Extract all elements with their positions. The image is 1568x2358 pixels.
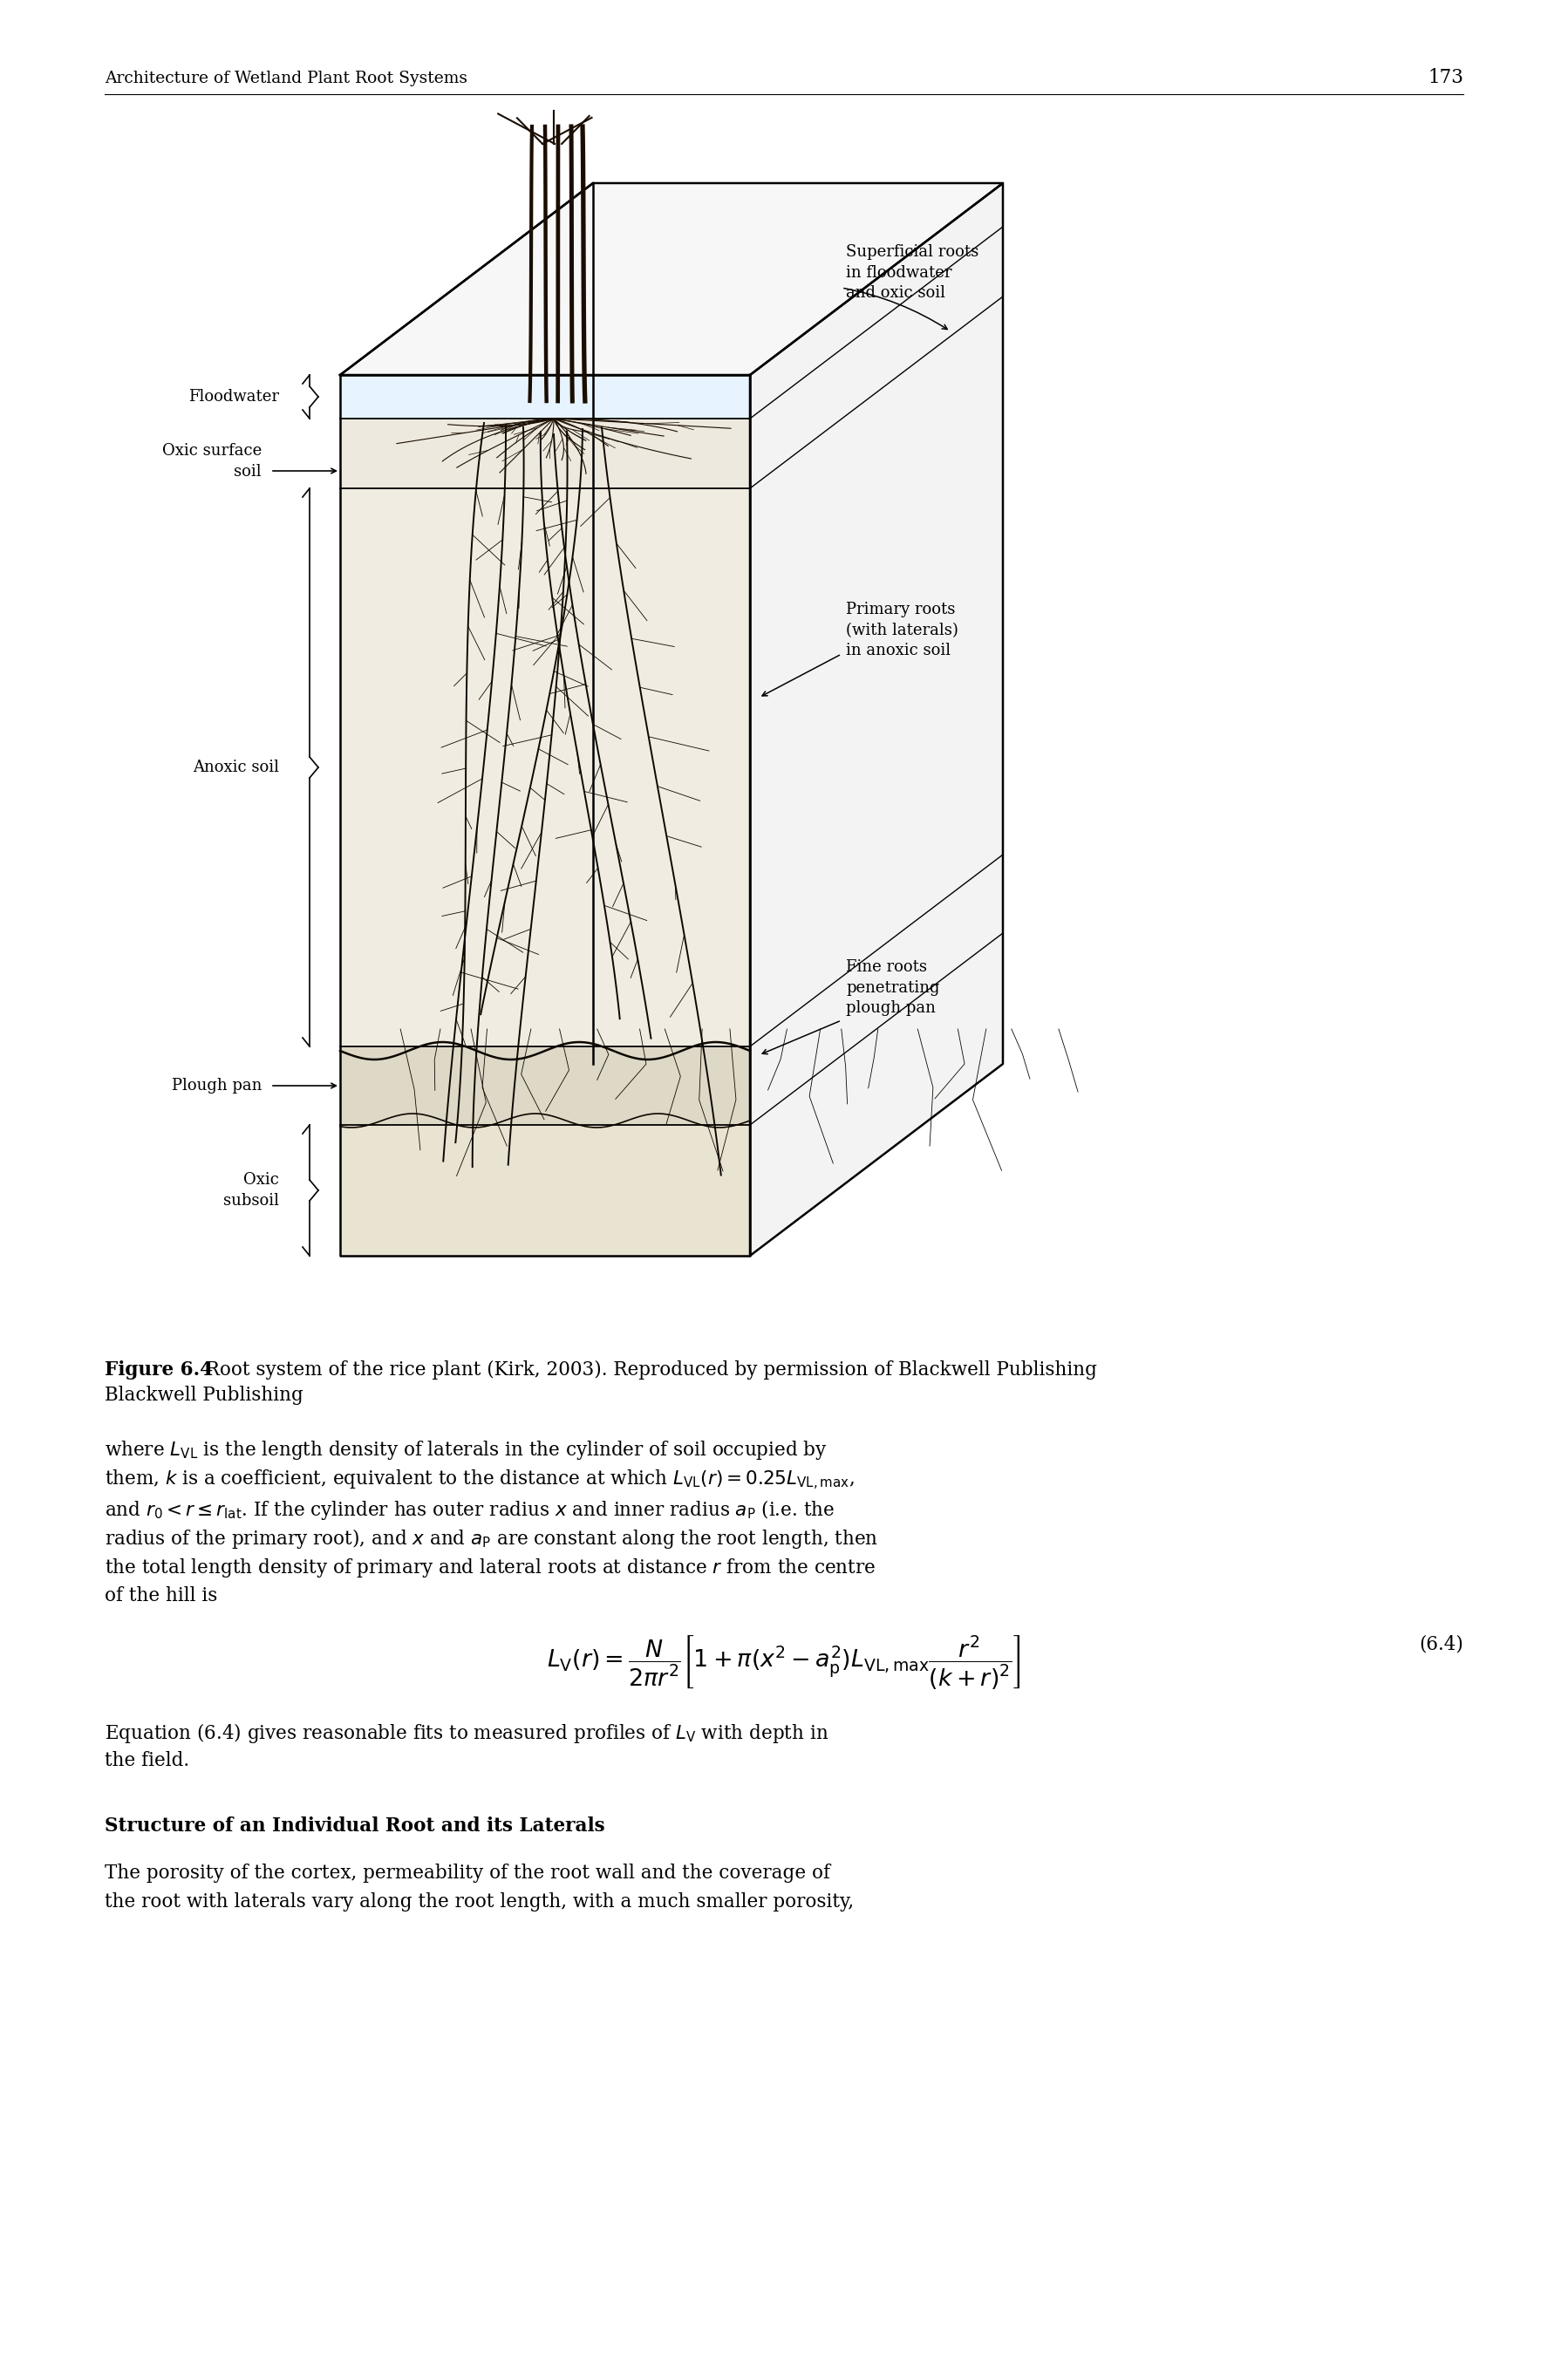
Text: Structure of an Individual Root and its Laterals: Structure of an Individual Root and its … <box>105 1816 605 1835</box>
Text: and $r_0 < r \leq r_{\mathrm{lat}}$. If the cylinder has outer radius $x$ and in: and $r_0 < r \leq r_{\mathrm{lat}}$. If … <box>105 1497 834 1521</box>
Text: Superficial roots
in floodwater
and oxic soil: Superficial roots in floodwater and oxic… <box>845 245 978 302</box>
Text: the field.: the field. <box>105 1752 190 1771</box>
Text: Primary roots
(with laterals)
in anoxic soil: Primary roots (with laterals) in anoxic … <box>845 601 958 658</box>
Polygon shape <box>340 184 1004 375</box>
Text: Equation (6.4) gives reasonable fits to measured profiles of $L_\mathrm{V}$ with: Equation (6.4) gives reasonable fits to … <box>105 1721 829 1745</box>
Text: $L_\mathrm{V}(r) = \dfrac{N}{2\pi r^2} \left[ 1 + \pi(x^2 - a_\mathrm{p}^2)L_{\m: $L_\mathrm{V}(r) = \dfrac{N}{2\pi r^2} \… <box>547 1634 1021 1691</box>
Text: Blackwell Publishing: Blackwell Publishing <box>105 1387 303 1405</box>
Polygon shape <box>340 1047 750 1125</box>
Text: Architecture of Wetland Plant Root Systems: Architecture of Wetland Plant Root Syste… <box>105 71 467 87</box>
Text: The porosity of the cortex, permeability of the root wall and the coverage of: The porosity of the cortex, permeability… <box>105 1863 829 1882</box>
Text: Floodwater: Floodwater <box>188 389 279 406</box>
Text: the root with laterals vary along the root length, with a much smaller porosity,: the root with laterals vary along the ro… <box>105 1893 855 1912</box>
Text: of the hill is: of the hill is <box>105 1587 218 1606</box>
Polygon shape <box>340 375 750 420</box>
Text: where $L_{\mathrm{VL}}$ is the length density of laterals in the cylinder of soi: where $L_{\mathrm{VL}}$ is the length de… <box>105 1438 828 1462</box>
Text: Figure 6.4: Figure 6.4 <box>105 1361 213 1379</box>
Text: Plough pan: Plough pan <box>171 1078 262 1094</box>
Text: them, $k$ is a coefficient, equivalent to the distance at which $L_{\mathrm{VL}}: them, $k$ is a coefficient, equivalent t… <box>105 1469 855 1493</box>
Text: the total length density of primary and lateral roots at distance $r$ from the c: the total length density of primary and … <box>105 1556 877 1580</box>
Polygon shape <box>340 1125 750 1257</box>
Polygon shape <box>340 420 750 488</box>
Text: (6.4): (6.4) <box>1419 1634 1463 1653</box>
Polygon shape <box>340 488 750 1047</box>
Text: Root system of the rice plant (Kirk, 2003). Reproduced by permission of Blackwel: Root system of the rice plant (Kirk, 200… <box>193 1361 1098 1379</box>
Text: Fine roots
penetrating
plough pan: Fine roots penetrating plough pan <box>845 960 939 1016</box>
Text: 173: 173 <box>1427 68 1463 87</box>
Text: Anoxic soil: Anoxic soil <box>193 759 279 776</box>
Text: Oxic surface
soil: Oxic surface soil <box>162 443 262 479</box>
Text: Oxic
subsoil: Oxic subsoil <box>223 1172 279 1207</box>
Polygon shape <box>750 184 1004 1257</box>
Text: radius of the primary root), and $x$ and $a_\mathrm{P}$ are constant along the r: radius of the primary root), and $x$ and… <box>105 1528 878 1552</box>
